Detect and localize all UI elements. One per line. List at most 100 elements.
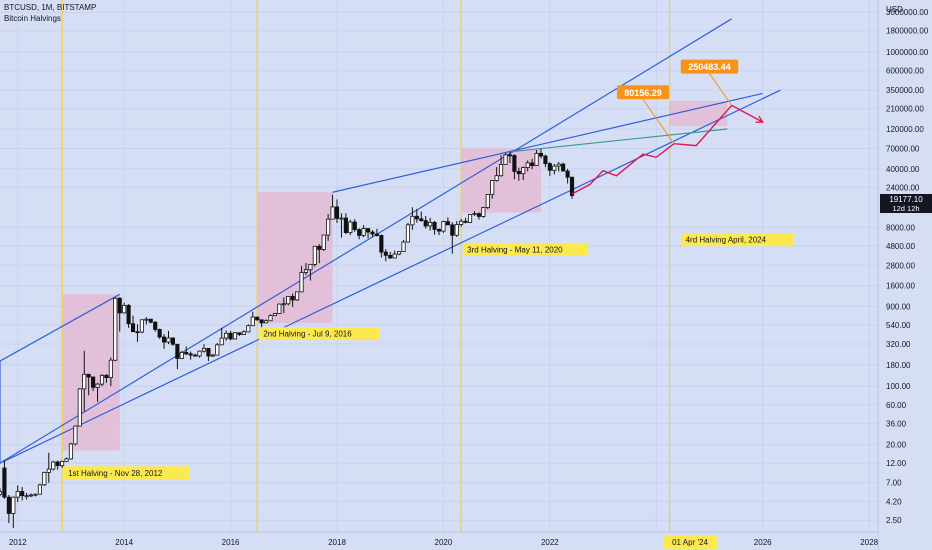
candle-body	[343, 217, 348, 234]
candle-body	[82, 373, 87, 390]
halving-label: 3rd Halving - May 11, 2020	[467, 245, 563, 254]
time-tick-label: 2020	[435, 538, 453, 547]
halving-lines	[61, 0, 671, 532]
candle-body	[339, 217, 344, 220]
candle-body	[237, 332, 242, 335]
candle-body	[410, 215, 415, 226]
candle-body	[60, 460, 65, 467]
candle-body	[77, 388, 82, 427]
candle-body	[441, 221, 446, 232]
price-axis-bg	[878, 0, 932, 550]
price-tick-label: 3000000.00	[886, 8, 929, 17]
current-date-badge-bg	[663, 535, 717, 549]
price-badge-countdown: 12d 12h	[892, 204, 919, 213]
candle-body	[272, 313, 277, 317]
candle-body	[206, 347, 211, 357]
candle-body	[175, 343, 180, 359]
candle-body	[361, 228, 366, 236]
price-callouts: 80156.29 250483.44	[616, 59, 739, 144]
time-tick-label: 2014	[115, 538, 133, 547]
channel-line	[509, 128, 728, 153]
halving-label: 2nd Halving - Jul 9, 2016	[263, 330, 352, 339]
price-axis[interactable]: 3000000.00 1800000.00 1000000.00 600000.00 3…	[877, 0, 932, 550]
candle-body	[122, 304, 127, 314]
candle-body	[379, 235, 384, 253]
time-tick-label: 2016	[222, 538, 240, 547]
candle-body	[268, 315, 273, 322]
candle-body	[153, 321, 158, 330]
candle-body	[130, 323, 136, 333]
candle-body	[419, 218, 424, 222]
candle-body	[95, 383, 100, 388]
halving-labels: 1st Halving - Nov 28, 2012 2nd Halving - …	[64, 233, 794, 480]
candle-body	[423, 220, 428, 227]
candle-body	[42, 472, 47, 486]
candle-body	[326, 218, 331, 236]
candle-body	[250, 316, 255, 327]
candle-body	[405, 224, 411, 243]
price-tick-label: 2800.00	[886, 261, 915, 270]
candle-body	[499, 164, 504, 177]
candle-body	[556, 163, 561, 167]
halving-label-bg	[259, 327, 380, 341]
candle-body	[20, 491, 25, 497]
callout-bg	[616, 85, 669, 100]
candle-body	[312, 245, 317, 265]
candle-body	[170, 337, 176, 345]
candle-body	[263, 320, 269, 324]
price-tick-label: 540.00	[886, 321, 911, 330]
candle-body	[232, 332, 238, 340]
candle-body	[299, 272, 304, 293]
candle-body	[179, 352, 184, 359]
candle-body	[476, 213, 481, 217]
price-tick-label: 120000.00	[886, 125, 924, 134]
candle-body	[55, 461, 60, 467]
candle-body	[414, 215, 419, 220]
candle-body	[392, 253, 397, 259]
callout-value: 80156.29	[624, 88, 662, 98]
candle-body	[445, 221, 450, 226]
candle-body	[15, 491, 20, 498]
candle-body	[357, 229, 362, 236]
indicator-name[interactable]: Bitcoin Halvings	[4, 14, 61, 23]
channel-line	[0, 293, 121, 362]
candle-body	[117, 297, 122, 314]
candle-body	[68, 443, 74, 460]
candle-body	[24, 495, 29, 498]
candle-body	[401, 241, 406, 252]
price-tick-label: 210000.00	[886, 105, 924, 114]
price-tick-label: 36.00	[886, 419, 907, 428]
candle-body	[135, 331, 140, 334]
halving-box	[257, 192, 333, 324]
candle-body	[224, 332, 229, 339]
candle-body	[11, 496, 16, 514]
price-tick-label: 350000.00	[886, 86, 924, 95]
candle-body	[144, 318, 149, 321]
candle-body	[543, 155, 548, 165]
halving-label-bg	[463, 242, 589, 256]
price-tick-label: 100.00	[886, 382, 911, 391]
time-axis[interactable]: 2012 2014 2016 2018 2020 2022 2026 2028	[0, 531, 879, 550]
candle-body	[197, 350, 202, 357]
currency-label: USD	[886, 5, 903, 14]
candle-body	[277, 303, 282, 314]
candle-body	[485, 194, 490, 208]
candle-body	[374, 233, 379, 236]
candle-body	[64, 458, 69, 462]
candle-body	[157, 329, 162, 338]
candle-body	[286, 295, 291, 305]
candle-body	[166, 337, 171, 343]
price-tick-label: 1800000.00	[886, 27, 929, 36]
symbol-title[interactable]: BTCUSD, 1M, BITSTAMP	[4, 3, 97, 12]
candle-body	[503, 154, 508, 165]
candle-body	[73, 425, 78, 445]
candle-body	[113, 297, 118, 361]
time-axis-bg	[0, 532, 878, 550]
candle-body	[295, 291, 300, 301]
price-tick-label: 20.00	[886, 441, 907, 450]
candle-body	[525, 162, 530, 168]
candle-body	[530, 162, 535, 166]
halving-label-bg	[681, 233, 794, 247]
